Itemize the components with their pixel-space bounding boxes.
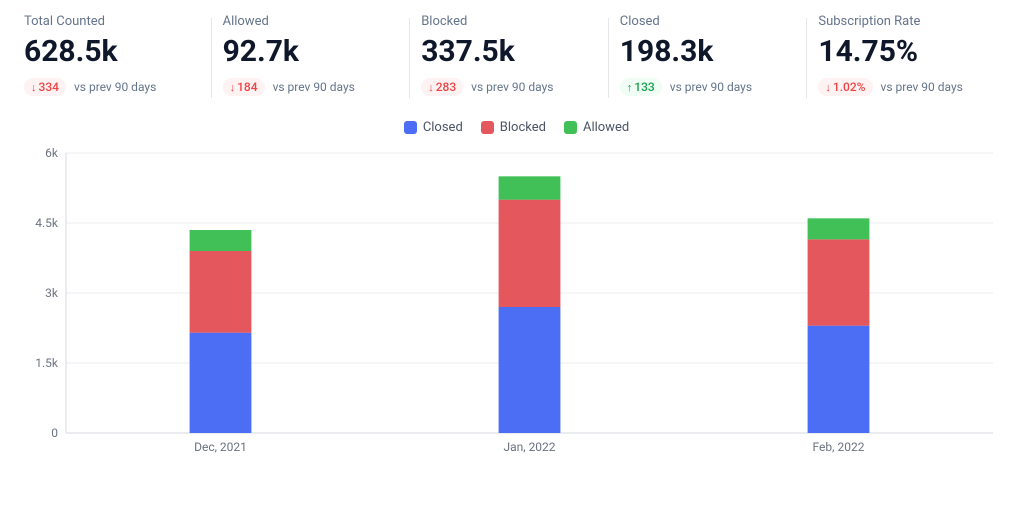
delta-value: 184: [237, 80, 257, 94]
delta-value: 283: [436, 80, 456, 94]
stat-label: Subscription Rate: [818, 14, 1009, 29]
arrow-down-icon: ↓: [31, 82, 37, 93]
delta-note: vs prev 90 days: [670, 80, 752, 94]
bar-segment[interactable]: [499, 176, 561, 199]
legend-swatch: [564, 121, 577, 134]
stats-row: Total Counted 628.5k ↓ 334 vs prev 90 da…: [0, 0, 1033, 102]
stat-delta-row: ↑ 133 vs prev 90 days: [620, 78, 811, 96]
legend-label: Blocked: [500, 120, 546, 135]
stat-value: 628.5k: [24, 35, 215, 68]
bar-segment[interactable]: [499, 200, 561, 307]
stat-card-closed: Closed 198.3k ↑ 133 vs prev 90 days: [616, 8, 815, 102]
stat-label: Total Counted: [24, 14, 215, 29]
legend-label: Allowed: [583, 120, 629, 135]
delta-note: vs prev 90 days: [273, 80, 355, 94]
legend-swatch: [481, 121, 494, 134]
bar-segment[interactable]: [190, 230, 252, 251]
bar-segment[interactable]: [808, 326, 870, 433]
stat-delta-row: ↓ 184 vs prev 90 days: [223, 78, 414, 96]
svg-text:4.5k: 4.5k: [35, 216, 59, 230]
legend-item-blocked[interactable]: Blocked: [481, 120, 546, 135]
delta-value: 1.02%: [833, 80, 866, 94]
stat-value: 337.5k: [421, 35, 612, 68]
svg-text:Feb, 2022: Feb, 2022: [813, 440, 865, 454]
delta-value: 133: [634, 80, 654, 94]
bar-segment[interactable]: [499, 307, 561, 433]
legend-swatch: [404, 121, 417, 134]
svg-text:3k: 3k: [45, 286, 59, 300]
chart-canvas: 0 1.5k 3k 4.5k 6k Dec, 2021 Jan, 2022 Feb, 2022: [20, 143, 1013, 463]
svg-text:Jan, 2022: Jan, 2022: [503, 440, 555, 454]
delta-pill: ↓ 334: [24, 78, 66, 96]
delta-note: vs prev 90 days: [881, 80, 963, 94]
legend-item-allowed[interactable]: Allowed: [564, 120, 629, 135]
stat-value: 198.3k: [620, 35, 811, 68]
arrow-down-icon: ↓: [230, 82, 236, 93]
bar-segment[interactable]: [808, 239, 870, 325]
delta-pill: ↓ 283: [421, 78, 463, 96]
bar-segment[interactable]: [190, 333, 252, 433]
stat-card-subscription-rate: Subscription Rate 14.75% ↓ 1.02% vs prev…: [814, 8, 1013, 102]
svg-text:6k: 6k: [45, 146, 59, 160]
delta-pill: ↓ 1.02%: [818, 78, 872, 96]
legend-label: Closed: [423, 120, 463, 135]
stat-label: Allowed: [223, 14, 414, 29]
delta-value: 334: [39, 80, 59, 94]
svg-text:0: 0: [51, 426, 58, 440]
bar-segment[interactable]: [190, 251, 252, 333]
stat-card-blocked: Blocked 337.5k ↓ 283 vs prev 90 days: [417, 8, 616, 102]
legend-item-closed[interactable]: Closed: [404, 120, 463, 135]
stat-label: Blocked: [421, 14, 612, 29]
stat-card-total-counted: Total Counted 628.5k ↓ 334 vs prev 90 da…: [20, 8, 219, 102]
arrow-up-icon: ↑: [627, 82, 633, 93]
stat-delta-row: ↓ 1.02% vs prev 90 days: [818, 78, 1009, 96]
stat-delta-row: ↓ 283 vs prev 90 days: [421, 78, 612, 96]
svg-text:Dec, 2021: Dec, 2021: [194, 440, 247, 454]
svg-text:1.5k: 1.5k: [35, 356, 59, 370]
stat-label: Closed: [620, 14, 811, 29]
delta-pill: ↓ 184: [223, 78, 265, 96]
stat-value: 14.75%: [818, 35, 1009, 68]
delta-note: vs prev 90 days: [471, 80, 553, 94]
chart-legend: Closed Blocked Allowed: [0, 120, 1033, 135]
stat-delta-row: ↓ 334 vs prev 90 days: [24, 78, 215, 96]
delta-pill: ↑ 133: [620, 78, 662, 96]
bar-segment[interactable]: [808, 218, 870, 239]
arrow-down-icon: ↓: [428, 82, 434, 93]
arrow-down-icon: ↓: [825, 82, 831, 93]
delta-note: vs prev 90 days: [74, 80, 156, 94]
stacked-bar-chart: 0 1.5k 3k 4.5k 6k Dec, 2021 Jan, 2022 Feb, 2022: [20, 143, 1013, 463]
stat-card-allowed: Allowed 92.7k ↓ 184 vs prev 90 days: [219, 8, 418, 102]
stat-value: 92.7k: [223, 35, 414, 68]
